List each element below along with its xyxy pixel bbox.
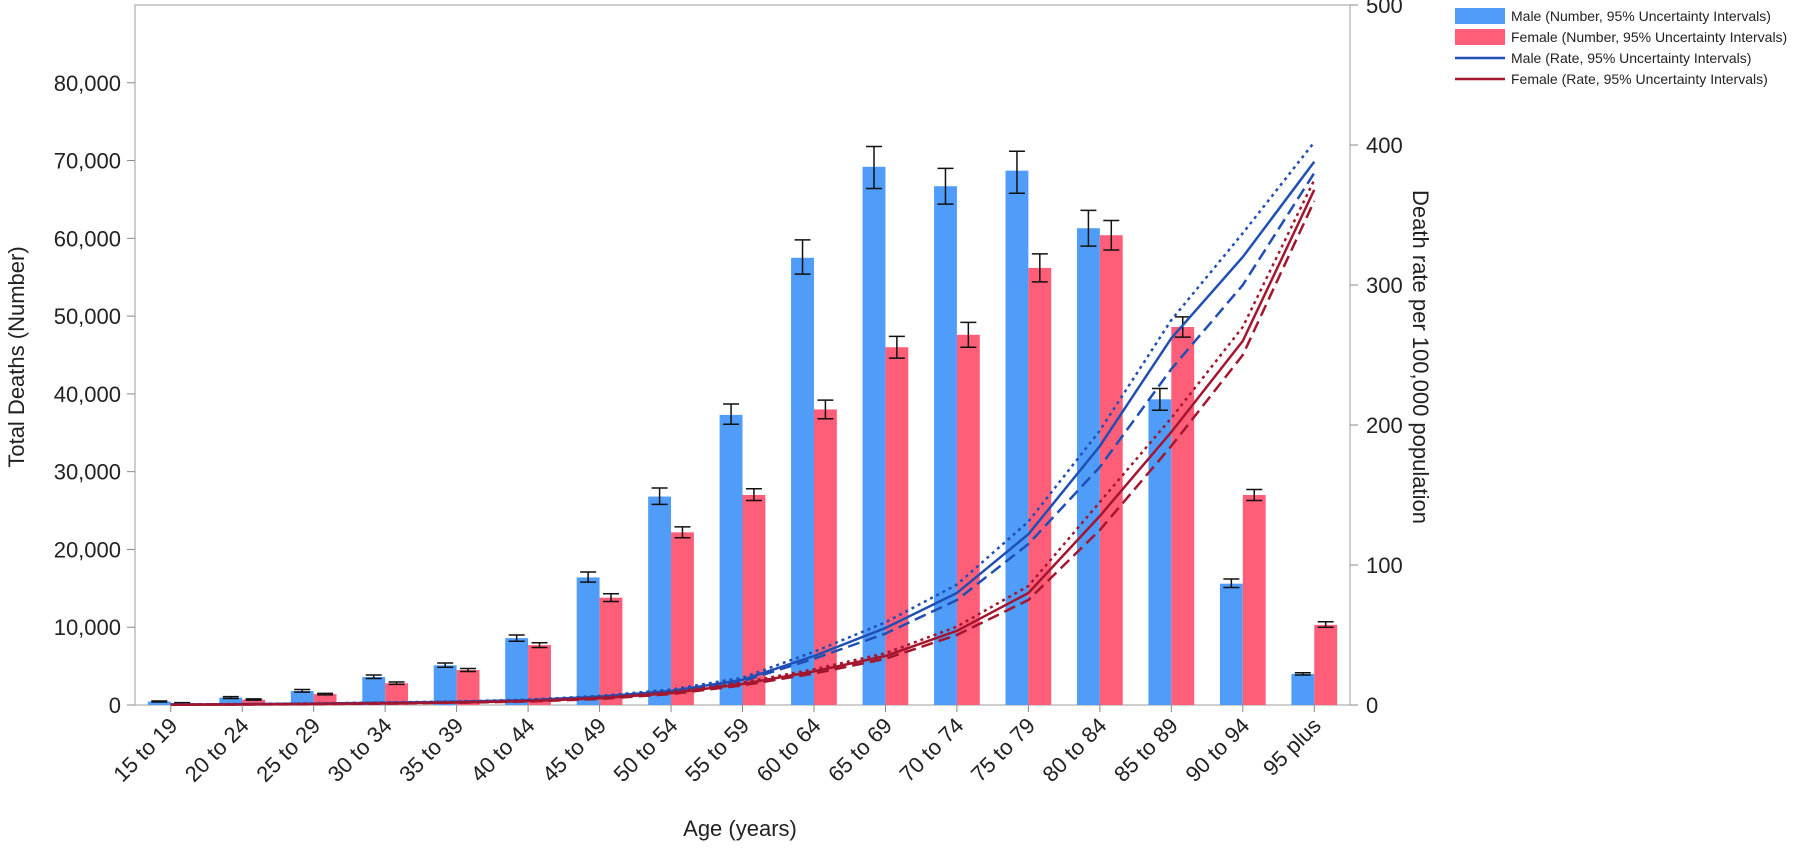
bar-female [885,347,909,705]
bar-female [1028,267,1052,705]
y-axis-right: 0 100 200 300 400 500 [1350,0,1403,718]
x-tick-label: 80 to 84 [1037,713,1111,787]
y2-tick-label: 500 [1366,0,1403,18]
bar-male [147,701,171,705]
legend: Male (Number, 95% Uncertainty Intervals)… [1455,8,1787,87]
bars-layer [147,166,1338,705]
legend-swatch [1455,8,1505,24]
bar-female [528,645,551,705]
bar-male [1291,673,1315,705]
bar-male [862,166,886,705]
bar-female [671,532,694,705]
x-tick-label: 95 plus [1258,713,1326,781]
x-tick-label: 45 to 49 [537,713,611,787]
x-tick-label: 65 to 69 [823,713,897,787]
x-tick-label: 30 to 34 [323,713,397,787]
bar-female [599,597,623,705]
x-tick-label: 55 to 59 [680,713,754,787]
bar-female [1314,624,1338,705]
x-tick-label: 15 to 19 [108,713,182,787]
y-tick-label: 20,000 [54,537,121,562]
y2-tick-label: 100 [1366,553,1403,578]
bar-male [576,577,600,705]
bar-male [433,665,457,705]
bar-male [1148,399,1172,705]
bar-female [1171,327,1195,705]
y-tick-label: 40,000 [54,382,121,407]
y2-axis-title: Death rate per 100,000 population [1408,190,1433,524]
bar-male [934,186,957,705]
y-tick-label: 50,000 [54,304,121,329]
x-tick-label: 60 to 64 [752,713,826,787]
x-axis-title: Age (years) [683,816,797,841]
y2-tick-label: 300 [1366,273,1403,298]
x-tick-label: 20 to 24 [180,713,254,787]
y-tick-label: 10,000 [54,615,121,640]
y2-tick-label: 400 [1366,133,1403,158]
bar-male [791,257,814,705]
bar-female [242,699,266,705]
y-tick-label: 70,000 [54,149,121,174]
bar-male [1219,583,1243,705]
x-tick-label: 90 to 94 [1180,713,1254,787]
x-tick-label: 70 to 74 [895,713,969,787]
x-tick-label: 25 to 29 [251,713,325,787]
bar-female [385,683,409,705]
bar-female [456,670,480,705]
y-tick-label: 80,000 [54,71,121,96]
y-tick-label: 60,000 [54,226,121,251]
legend-label: Male (Number, 95% Uncertainty Intervals) [1511,8,1771,24]
bar-male [505,638,529,705]
x-tick-label: 75 to 79 [966,713,1040,787]
y-tick-label: 30,000 [54,460,121,485]
x-tick-label: 50 to 54 [609,713,683,787]
bar-female [1242,495,1266,705]
x-tick-label: 40 to 44 [466,713,540,787]
legend-label: Male (Rate, 95% Uncertainty Intervals) [1511,50,1751,66]
bar-male [362,677,386,705]
x-tick-label: 35 to 39 [394,713,468,787]
error-bars-layer [151,145,1334,705]
bar-male [719,414,743,705]
rate-line-female [170,189,1316,706]
bar-female [1099,235,1123,705]
y-axis-left: 0 10,000 20,000 30,000 40,000 50,000 60,000 70,… [54,71,135,718]
y2-tick-label: 0 [1366,693,1378,718]
legend-label: Female (Number, 95% Uncertainty Interval… [1511,29,1787,45]
legend-label: Female (Rate, 95% Uncertainty Intervals) [1511,71,1768,87]
legend-swatch [1455,29,1505,45]
bar-female [313,694,337,705]
y-axis-title: Total Deaths (Number) [4,246,29,467]
rate-lines-layer [170,141,1316,707]
bar-male [1076,228,1100,705]
x-tick-label: 85 to 89 [1109,713,1183,787]
y-tick-label: 0 [109,693,121,718]
bar-male [648,496,672,705]
bar-female [742,495,766,705]
y2-tick-label: 200 [1366,413,1403,438]
bar-female [956,334,980,705]
bar-male [290,691,314,705]
bar-female [813,409,837,705]
bar-male [219,697,243,705]
bar-male [1005,170,1029,705]
